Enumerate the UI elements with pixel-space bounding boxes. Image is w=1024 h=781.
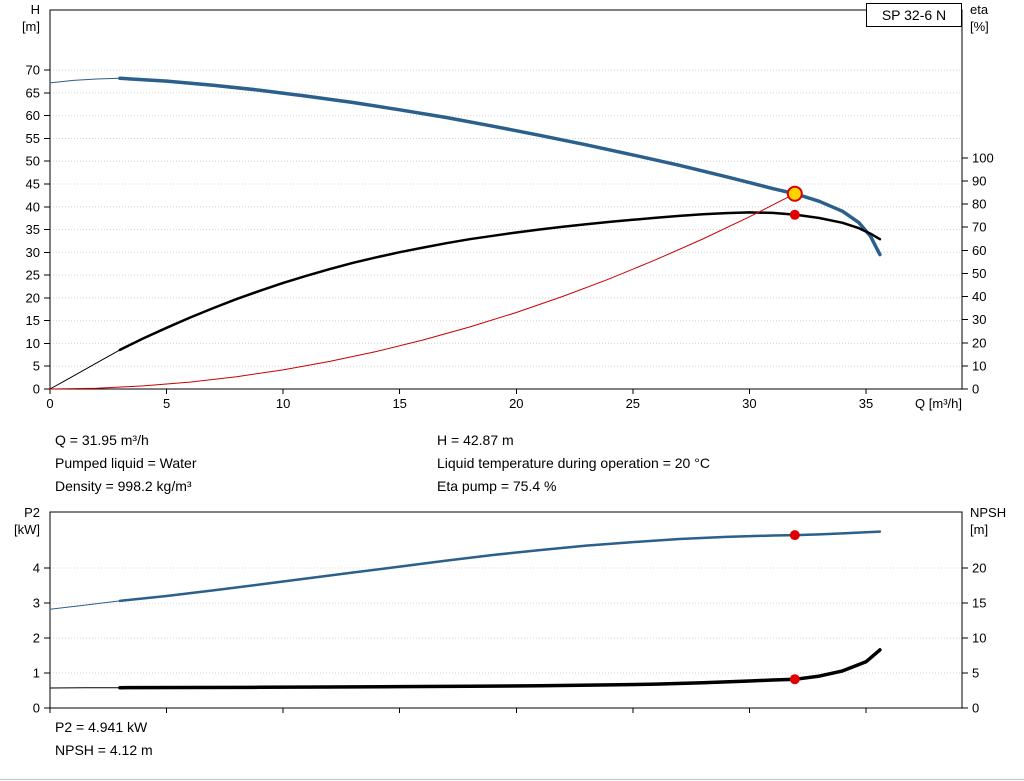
x-tick-label: 35 — [859, 396, 873, 411]
y-left-axis-unit: [kW] — [14, 522, 40, 537]
info-eta-pump: Eta pump = 75.4 % — [437, 478, 557, 494]
y-left-axis-unit: [m] — [22, 19, 40, 34]
plot-frame — [49, 9, 963, 390]
eta-curve — [118, 211, 882, 352]
info-head: H = 42.87 m — [437, 432, 514, 448]
y-right-tick-label: 0 — [972, 382, 979, 397]
y-left-tick-label: 10 — [26, 336, 40, 351]
x-tick-label: 5 — [163, 396, 170, 411]
y-right-tick-label: 15 — [972, 596, 986, 611]
p2-duty-dot — [789, 530, 800, 541]
y-left-tick-label: 55 — [26, 131, 40, 146]
y-left-tick-label: 50 — [26, 154, 40, 169]
duty-point[interactable] — [786, 185, 803, 202]
y-right-tick-label: 100 — [972, 150, 994, 165]
y-right-axis-title: eta — [970, 2, 989, 17]
y-right-tick-label: 80 — [972, 197, 986, 212]
y-left-tick-label: 40 — [26, 199, 40, 214]
y-left-axis-title: H — [31, 2, 40, 17]
y-left-tick-label: 3 — [33, 596, 40, 611]
qh-chart: 0 5 10 15 20 25 30 35 0 5 10 15 20 25 30 35 40 45 50 55 60 65… — [22, 2, 994, 411]
y-left-tick-label: 20 — [26, 290, 40, 305]
y-right-tick-label: 90 — [972, 174, 986, 189]
pump-model-label: SP 32-6 N — [881, 7, 947, 23]
x-axis-title: Q [m³/h] — [915, 396, 962, 411]
y-left-tick-label: 4 — [33, 561, 40, 576]
qh-curve — [118, 76, 882, 257]
y-right-axis-unit: [m] — [970, 522, 988, 537]
window-bottom-edge — [0, 779, 1024, 781]
p2-curve-lead — [49, 600, 121, 610]
y-right-tick-label: 10 — [972, 358, 986, 373]
y-right-tick-label: 60 — [972, 243, 986, 258]
y-right-tick-label: 10 — [972, 631, 986, 646]
x-tick-label: 0 — [46, 396, 53, 411]
y-left-axis-title: P2 — [24, 505, 40, 520]
y-right-tick-label: 20 — [972, 335, 986, 350]
p2-curve — [118, 530, 882, 603]
info-density: Density = 998.2 kg/m³ — [55, 478, 192, 494]
y-left-tick-label: 5 — [33, 359, 40, 374]
qh-curve-lead — [49, 77, 121, 84]
info-p2: P2 = 4.941 kW — [55, 719, 148, 735]
npsh-duty-dot — [789, 674, 800, 685]
y-right-axis-title: NPSH — [970, 505, 1006, 520]
result-info-block: P2 = 4.941 kW NPSH = 4.12 m — [55, 716, 153, 762]
y-left-tick-label: 25 — [26, 268, 40, 283]
y-left-tick-label: 0 — [33, 382, 40, 397]
plot-frame — [49, 511, 963, 709]
duty-info-left-column: Q = 31.95 m³/h Pumped liquid = Water Den… — [55, 429, 197, 498]
y-right-tick-label: 70 — [972, 220, 986, 235]
x-tick-label: 25 — [626, 396, 640, 411]
y-left-tick-label: 30 — [26, 245, 40, 260]
y-left-tick-label: 2 — [33, 631, 40, 646]
info-liquid-temperature: Liquid temperature during operation = 20… — [437, 455, 710, 471]
y-left-tick-label: 70 — [26, 63, 40, 78]
pump-model-badge: SP 32-6 N — [866, 3, 962, 27]
info-npsh: NPSH = 4.12 m — [55, 742, 153, 758]
y-left-tick-label: 45 — [26, 177, 40, 192]
power-chart: 0 1 2 3 4 0 5 10 15 20 P2 [kW] NPSH [m] — [14, 505, 1006, 716]
info-flow: Q = 31.95 m³/h — [55, 432, 149, 448]
duty-info-right-column: H = 42.87 m Liquid temperature during op… — [437, 429, 710, 498]
y-right-tick-label: 40 — [972, 289, 986, 304]
y-left-tick-label: 0 — [33, 701, 40, 716]
x-tick-label: 15 — [392, 396, 406, 411]
y-left-tick-label: 60 — [26, 108, 40, 123]
system-curve — [49, 193, 796, 390]
x-tick-label: 20 — [509, 396, 523, 411]
y-left-tick-label: 15 — [26, 313, 40, 328]
y-right-tick-label: 0 — [972, 701, 979, 716]
eta-duty-dot — [789, 209, 800, 220]
y-left-tick-label: 35 — [26, 222, 40, 237]
npsh-curve — [118, 648, 882, 690]
y-right-tick-label: 20 — [972, 561, 986, 576]
y-left-tick-label: 65 — [26, 85, 40, 100]
y-right-axis-unit: [%] — [970, 19, 989, 34]
y-right-tick-label: 5 — [972, 666, 979, 681]
y-right-tick-label: 30 — [972, 312, 986, 327]
info-pumped-liquid: Pumped liquid = Water — [55, 455, 197, 471]
x-tick-label: 10 — [276, 396, 290, 411]
eta-curve-lead — [49, 349, 121, 390]
y-right-tick-label: 50 — [972, 266, 986, 281]
y-left-tick-label: 1 — [33, 666, 40, 681]
x-tick-label: 30 — [742, 396, 756, 411]
